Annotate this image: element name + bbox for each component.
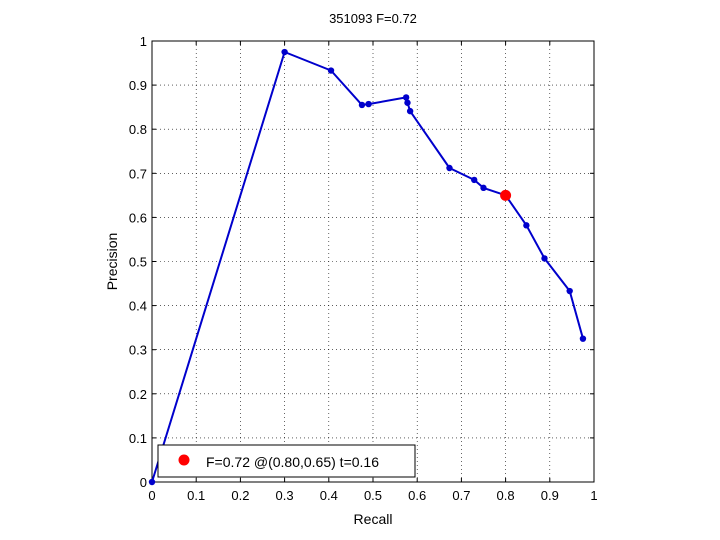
data-point [406,107,414,115]
x-tick-label: 0.5 [364,488,382,503]
y-tick-label: 0.3 [129,343,147,358]
series-line [151,51,584,483]
data-point [365,100,372,108]
data-point [480,184,487,192]
legend-label: F=0.72 @(0.80,0.65) t=0.16 [206,454,379,470]
x-tick-label: 0 [148,488,155,503]
y-axis-label: Precision [104,233,120,291]
x-tick-label: 0.8 [497,488,515,503]
axis-ticks: 0 0.1 0.2 0.3 0.4 0.5 0.6 0.7 0.8 0.9 1 0 0.1 0.2 0.3 0… [129,34,598,503]
x-tick-label: 0.6 [408,488,426,503]
x-tick-label: 1 [590,488,597,503]
y-tick-label: 0.6 [129,210,147,225]
best-f-point [500,189,512,201]
data-point [148,478,156,486]
y-tick-label: 0.2 [129,387,147,402]
x-axis-label: Recall [354,511,393,527]
y-tick-label: 1 [140,34,147,49]
y-tick-label: 0.9 [129,78,147,93]
highlight-layer [500,189,512,201]
y-tick-label: 0.7 [129,166,147,181]
legend-box [157,444,416,478]
data-point [281,48,288,56]
y-tick-label: 0.8 [129,122,147,137]
data-point [471,176,478,184]
legend-marker [178,454,190,466]
chart-title: 351093 F=0.72 [329,11,417,26]
x-tick-label: 0.3 [276,488,294,503]
x-tick-label: 0.9 [541,488,559,503]
y-tick-label: 0 [140,475,147,490]
legend: F=0.72 @(0.80,0.65) t=0.16 [157,444,416,478]
y-tick-label: 0.4 [129,299,147,314]
data-point [404,99,411,106]
data-point [566,287,573,295]
x-tick-label: 0.1 [187,488,205,503]
x-tick-label: 0.7 [452,488,470,503]
data-point [579,335,587,342]
x-tick-label: 0.4 [320,488,338,503]
data-point [358,101,366,109]
data-point [523,222,530,229]
data-point [402,94,410,101]
data-point [327,67,335,74]
y-tick-label: 0.5 [129,255,147,270]
data-point [541,255,548,262]
data-point [446,164,453,172]
x-tick-label: 0.2 [231,488,249,503]
y-tick-label: 0.1 [129,431,147,446]
